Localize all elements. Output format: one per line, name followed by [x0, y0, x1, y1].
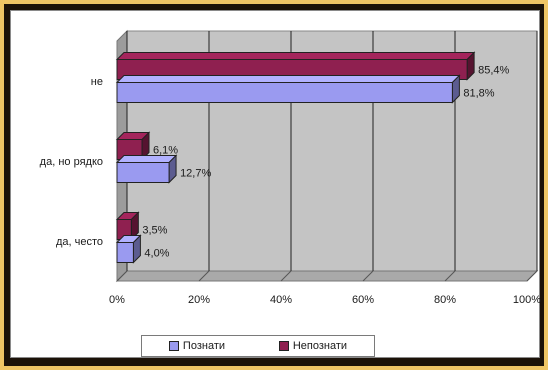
data-label: 3,5%: [142, 225, 167, 237]
x-tick-label: 20%: [188, 294, 210, 306]
x-tick-label: 100%: [513, 294, 541, 306]
data-label: 12,7%: [180, 168, 211, 180]
chart-floor: [115, 270, 539, 282]
bar-top: [115, 52, 476, 60]
data-label: 4,0%: [144, 248, 169, 260]
legend-label-series-0: Познати: [182, 340, 225, 352]
data-label: 81,8%: [463, 88, 494, 100]
gridline-floor: [444, 270, 456, 282]
legend-item-series-1: Непознати: [278, 340, 348, 352]
data-label: 6,1%: [153, 145, 178, 157]
x-tick-label: 60%: [352, 294, 374, 306]
gridline-floor: [526, 270, 538, 282]
gridline-floor: [362, 270, 374, 282]
x-tick-label: 0%: [109, 294, 125, 306]
legend-swatch-series-1: [278, 341, 289, 351]
gridline-floor: [280, 270, 292, 282]
category-label: да, често: [56, 236, 103, 248]
gridline-floor: [116, 270, 128, 282]
legend-label-series-1: Непознати: [292, 340, 348, 352]
chart-panel: 85,4% 81,8% 6,1% 12,7% 3,5% 4,0% 0% 20% 40% 60% 8…: [10, 10, 541, 358]
x-tick-label: 40%: [270, 294, 292, 306]
data-label: 85,4%: [478, 65, 509, 77]
chart-legend: Познати Непознати: [141, 335, 375, 357]
legend-item-series-0: Познати: [168, 340, 225, 352]
bar-top: [115, 75, 461, 83]
bar: [116, 162, 170, 183]
bar-chart: 85,4% 81,8% 6,1%12,7% 3,5% 4,0% 0% 20% 40% 60% 8…: [40, 29, 541, 306]
bar: [116, 242, 134, 263]
category-label: не: [91, 76, 103, 88]
category-label: да, но рядко: [40, 156, 103, 168]
x-tick-label: 80%: [434, 294, 456, 306]
bar: [116, 82, 453, 103]
bar-top: [115, 155, 178, 163]
gridline-floor: [198, 270, 210, 282]
legend-swatch-series-0: [168, 341, 179, 351]
